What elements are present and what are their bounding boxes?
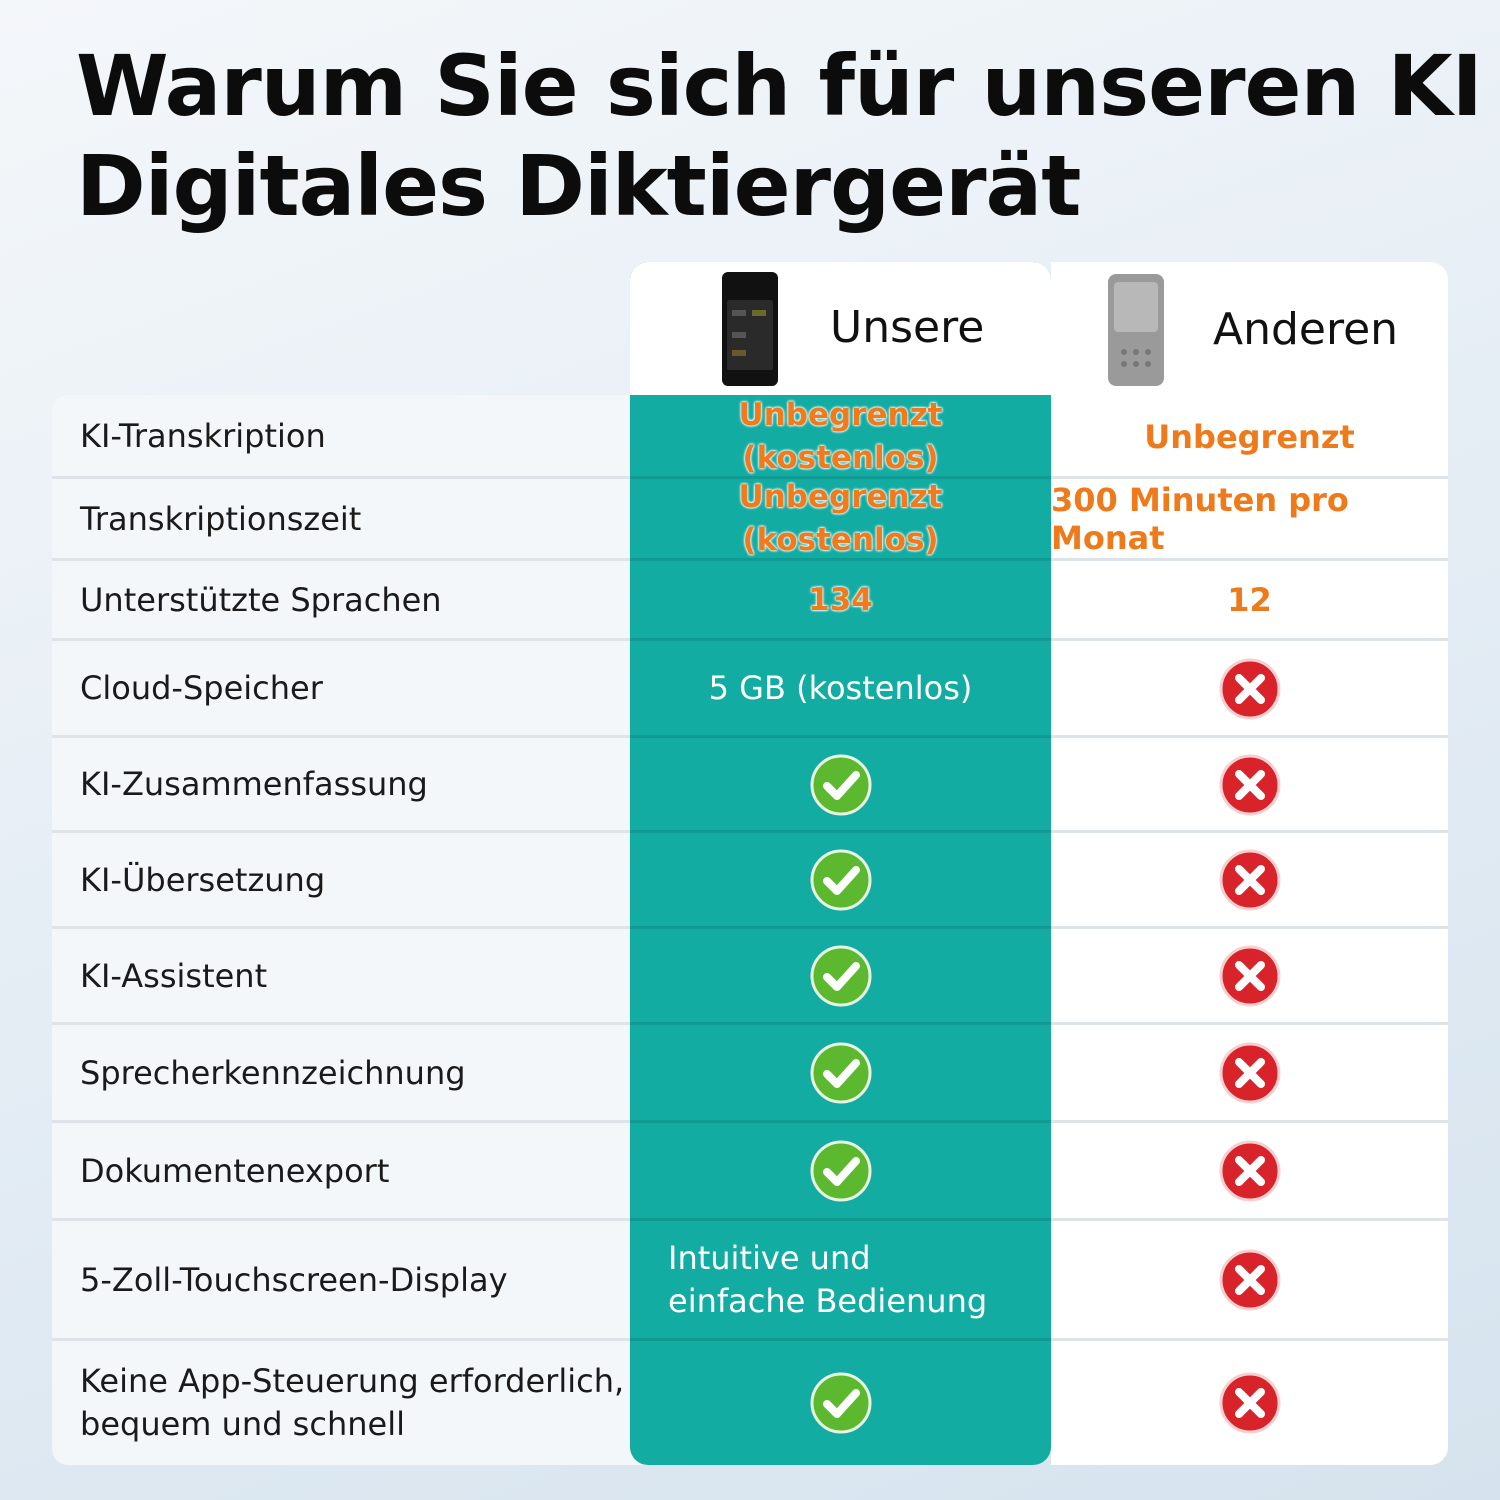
row-separator [630,476,1051,479]
ours-header [630,262,1051,395]
ours-value: 134 [808,581,873,618]
row-label: KI-Übersetzung [80,860,326,899]
cross-icon [1219,945,1280,1007]
our-device-icon [722,272,778,386]
row-label: Keine App-Steuerung erforderlich, bequem… [80,1361,625,1443]
ours-icon-cell [630,1122,1051,1220]
cross-icon [1219,1042,1280,1104]
ours-value: Unbegrenzt (kostenlos) [738,479,943,558]
ours-icon-cell [630,832,1051,928]
check-icon [810,849,871,911]
title-line: Warum Sie sich für unseren KI [76,37,1483,135]
other-device-icon [1108,274,1164,386]
check-icon [810,1140,871,1202]
row-separator [630,926,1051,929]
ours-value: Intuitive und einfache Bedienung [668,1239,988,1320]
row-label: Dokumentenexport [80,1151,390,1190]
check-icon [810,945,871,1007]
theirs-icon-cell [1051,1122,1448,1220]
row-label: KI-Assistent [80,956,268,995]
cross-icon [1219,1249,1280,1311]
check-icon [810,754,871,815]
row-separator [630,1218,1051,1221]
title: Warum Sie sich für unseren KI Digitales … [76,36,1483,236]
ours-value: Unbegrenzt (kostenlos) [738,396,943,476]
cross-icon [1219,1140,1280,1202]
row-label: Cloud-Speicher [80,669,323,707]
theirs-icon-cell [1051,928,1448,1024]
theirs-icon-cell [1051,1220,1448,1340]
row-separator [630,1120,1051,1123]
column-header: Anderen [1213,304,1399,355]
check-icon [810,1372,871,1433]
ours-icon-cell [630,737,1051,832]
column-header: Unsere [830,302,985,353]
ours-icon-cell [630,1340,1051,1465]
theirs-icon-cell [1051,832,1448,928]
cross-icon [1219,754,1280,815]
row-label: Transkriptionszeit [80,499,362,538]
row-label: KI-Transkription [80,417,326,455]
check-icon [810,1042,871,1104]
row-separator [630,735,1051,738]
theirs-icon-cell [1051,640,1448,737]
row-label: Sprecherkennzeichnung [80,1053,466,1092]
row-separator [630,1338,1051,1341]
theirs-icon-cell [1051,1340,1448,1465]
ours-icon-cell [630,928,1051,1024]
row-separator [630,830,1051,833]
row-separator [630,638,1051,641]
row-label: Unterstützte Sprachen [80,580,442,619]
theirs-value: 300 Minuten pro Monat [1051,481,1349,557]
row-label: KI-Zusammenfassung [80,765,428,803]
theirs-value: 12 [1227,581,1272,619]
row-separator [630,1022,1051,1025]
row-label: 5-Zoll-Touchscreen-Display [80,1260,508,1299]
label-panel [52,395,652,1465]
cross-icon [1219,849,1280,911]
ours-icon-cell [630,1024,1051,1122]
row-separator [630,558,1051,561]
title-line: Digitales Diktiergerät [76,137,1081,235]
cross-icon [1219,658,1280,719]
theirs-icon-cell [1051,737,1448,832]
theirs-value: Unbegrenzt [1144,417,1355,456]
theirs-icon-cell [1051,1024,1448,1122]
cross-icon [1219,1372,1280,1433]
ours-value: 5 GB (kostenlos) [708,669,973,707]
